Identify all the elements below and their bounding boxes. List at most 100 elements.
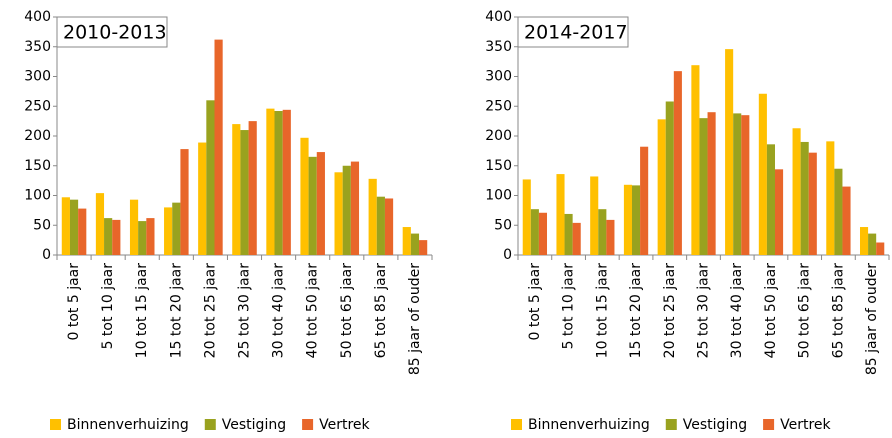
x-tick-label: 40 tot 50 jaar xyxy=(763,263,779,359)
bar xyxy=(266,108,275,255)
y-tick-label: 250 xyxy=(485,98,512,114)
bar xyxy=(538,212,548,255)
bar xyxy=(419,240,428,255)
bar xyxy=(300,137,309,255)
title-box xyxy=(517,16,629,48)
x-tick-label: 30 tot 40 jaar xyxy=(729,263,745,359)
bar xyxy=(640,146,649,255)
x-tick-label: 65 tot 85 jaar xyxy=(373,263,389,359)
bar xyxy=(350,161,360,255)
bar xyxy=(673,71,682,256)
y-tick-label: 0 xyxy=(42,247,51,263)
y-tick-label: 200 xyxy=(485,128,512,144)
x-tick-label: 20 tot 25 jaar xyxy=(202,263,218,359)
x-tick-label: 65 tot 85 jaar xyxy=(830,263,846,359)
bar xyxy=(800,141,809,255)
bar xyxy=(530,209,539,255)
bar xyxy=(376,196,385,255)
y-tick-label: 50 xyxy=(494,217,512,233)
x-tick-label: 15 tot 20 jaar xyxy=(628,263,644,359)
title-box xyxy=(56,16,168,48)
bar xyxy=(316,152,325,255)
bar xyxy=(691,65,700,255)
legend-swatch xyxy=(302,419,314,430)
bar xyxy=(868,233,877,255)
y-tick-label: 250 xyxy=(24,98,51,114)
y-tick-label: 0 xyxy=(503,247,512,263)
x-tick-label: 10 tot 15 jaar xyxy=(134,263,150,359)
legend-label: Binnenverhuizing xyxy=(67,417,189,433)
bar xyxy=(334,172,343,255)
bar xyxy=(741,115,750,255)
y-tick-label: 350 xyxy=(485,39,512,55)
x-tick-label: 40 tot 50 jaar xyxy=(305,263,321,359)
bar xyxy=(342,165,351,255)
bar xyxy=(707,112,716,255)
bar xyxy=(308,156,317,255)
x-tick-label: 20 tot 25 jaar xyxy=(662,263,678,359)
bar xyxy=(590,176,599,255)
bar xyxy=(172,202,181,255)
bar xyxy=(733,113,742,255)
bar xyxy=(826,141,835,255)
bar xyxy=(104,218,113,255)
bar xyxy=(368,178,377,255)
x-tick-label: 0 tot 5 jaar xyxy=(527,263,543,341)
bar xyxy=(402,227,411,255)
legend-swatch xyxy=(763,419,775,430)
bar xyxy=(808,152,817,255)
x-tick-label: 85 jaar of ouder xyxy=(864,263,880,375)
bar xyxy=(699,118,708,256)
bar xyxy=(598,209,607,255)
bar xyxy=(248,121,257,255)
bar xyxy=(564,213,573,255)
x-tick-label: 85 jaar of ouder xyxy=(407,263,423,375)
legend-swatch xyxy=(204,419,216,430)
legend-label: Binnenverhuizing xyxy=(528,417,650,433)
bar xyxy=(522,179,531,255)
y-tick-label: 300 xyxy=(485,69,512,85)
bar xyxy=(61,197,70,255)
bar xyxy=(876,242,885,255)
y-tick-label: 150 xyxy=(485,158,512,174)
x-tick-label: 5 tot 10 jaar xyxy=(561,263,577,350)
bar xyxy=(834,168,843,255)
y-tick-label: 400 xyxy=(485,9,512,25)
bar xyxy=(95,193,105,255)
x-tick-label: 25 tot 30 jaar xyxy=(237,263,253,359)
legend-swatch xyxy=(50,419,61,430)
legend-swatch xyxy=(511,419,522,430)
bar xyxy=(384,198,394,255)
bar xyxy=(842,186,851,255)
x-tick-label: 0 tot 5 jaar xyxy=(66,263,82,341)
y-tick-label: 350 xyxy=(24,39,51,55)
y-tick-label: 300 xyxy=(24,69,51,85)
bar xyxy=(606,219,615,255)
chart-title: 2010-2013 xyxy=(63,22,167,44)
bar xyxy=(282,109,291,255)
bar xyxy=(859,227,869,255)
bar xyxy=(410,233,420,255)
bar xyxy=(206,100,215,255)
bar xyxy=(572,222,581,255)
legend-swatch xyxy=(665,419,677,430)
bar xyxy=(198,142,207,255)
x-tick-label: 25 tot 30 jaar xyxy=(696,263,712,359)
bar xyxy=(556,174,565,255)
legend-label: Vertrek xyxy=(780,417,831,433)
bar xyxy=(631,185,641,255)
x-tick-label: 50 tot 65 jaar xyxy=(339,263,355,359)
x-tick-label: 30 tot 40 jaar xyxy=(271,263,287,359)
y-tick-label: 100 xyxy=(485,188,512,204)
x-tick-label: 15 tot 20 jaar xyxy=(168,263,184,359)
bar xyxy=(792,128,801,255)
bar xyxy=(180,149,189,255)
bar xyxy=(129,199,139,255)
bar xyxy=(69,199,79,255)
y-tick-label: 400 xyxy=(24,9,51,25)
bar xyxy=(274,111,283,255)
legend-label: Vestiging xyxy=(222,417,286,433)
y-tick-label: 50 xyxy=(33,217,51,233)
bar xyxy=(665,101,674,256)
